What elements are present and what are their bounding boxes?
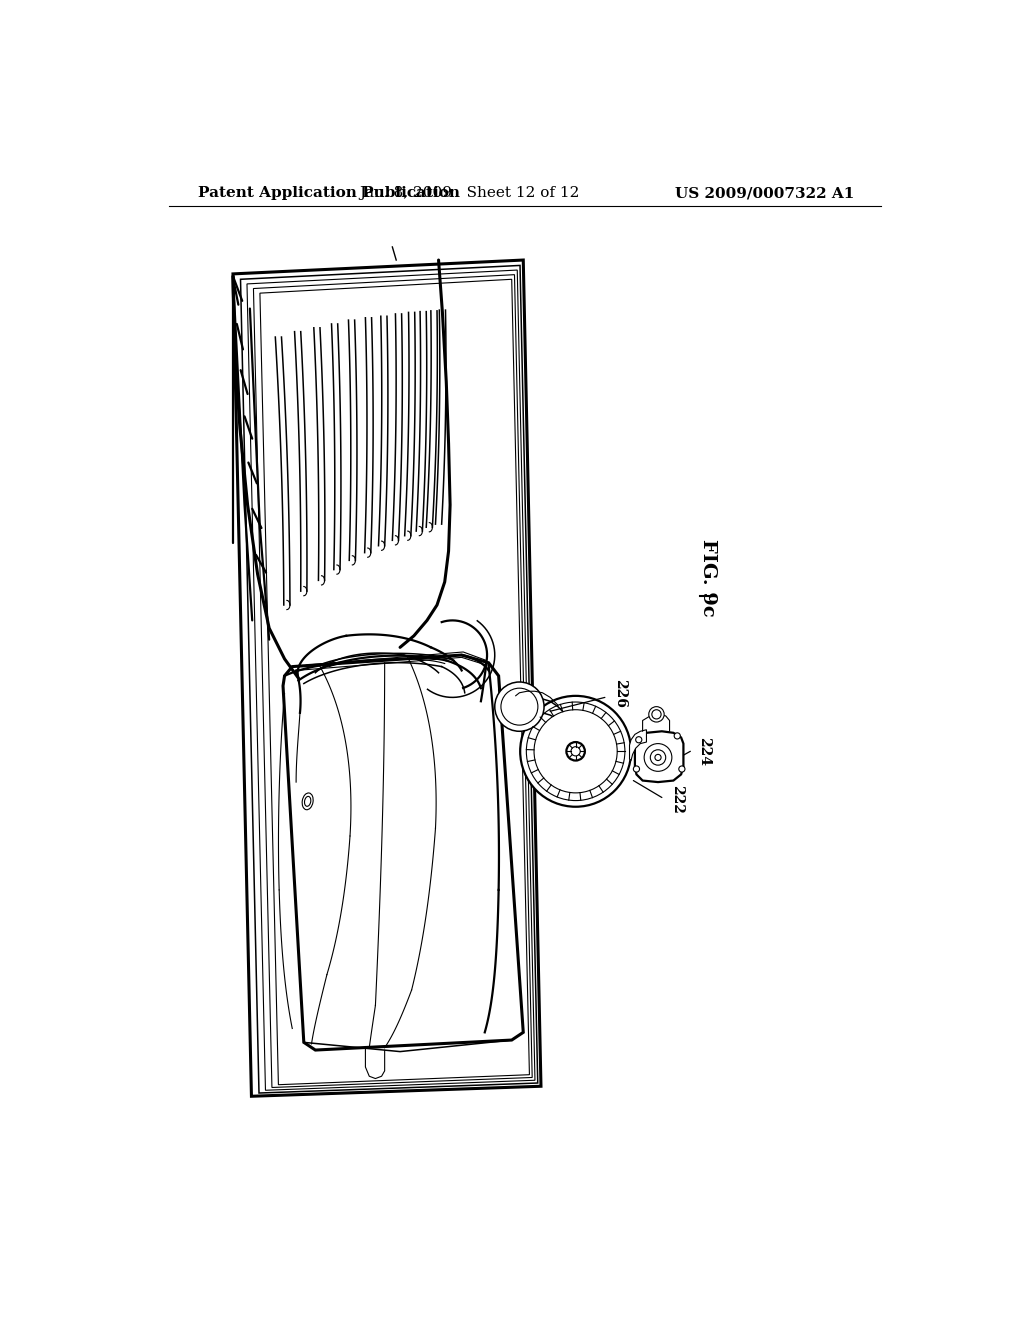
Polygon shape	[630, 730, 646, 760]
Circle shape	[501, 688, 538, 725]
Text: 226: 226	[613, 678, 628, 708]
Text: Patent Application Publication: Patent Application Publication	[199, 186, 461, 201]
Text: 224: 224	[697, 737, 712, 766]
Circle shape	[649, 706, 665, 722]
Ellipse shape	[304, 796, 311, 807]
Circle shape	[526, 702, 625, 800]
Polygon shape	[283, 655, 523, 1051]
Circle shape	[634, 766, 640, 772]
Circle shape	[520, 696, 631, 807]
Text: US 2009/0007322 A1: US 2009/0007322 A1	[675, 186, 854, 201]
Circle shape	[652, 710, 662, 719]
Circle shape	[674, 733, 680, 739]
Circle shape	[566, 742, 585, 760]
Text: FIG. 9c: FIG. 9c	[699, 539, 717, 616]
Circle shape	[571, 747, 581, 756]
Polygon shape	[233, 260, 541, 1096]
Circle shape	[679, 766, 685, 772]
Circle shape	[495, 682, 544, 731]
Circle shape	[650, 750, 666, 766]
Circle shape	[535, 710, 617, 793]
Polygon shape	[635, 731, 683, 781]
Ellipse shape	[302, 793, 313, 809]
Circle shape	[636, 737, 642, 743]
Circle shape	[655, 755, 662, 760]
Circle shape	[644, 743, 672, 771]
Text: Jan. 8, 2009   Sheet 12 of 12: Jan. 8, 2009 Sheet 12 of 12	[359, 186, 580, 201]
Text: 222: 222	[671, 784, 684, 813]
